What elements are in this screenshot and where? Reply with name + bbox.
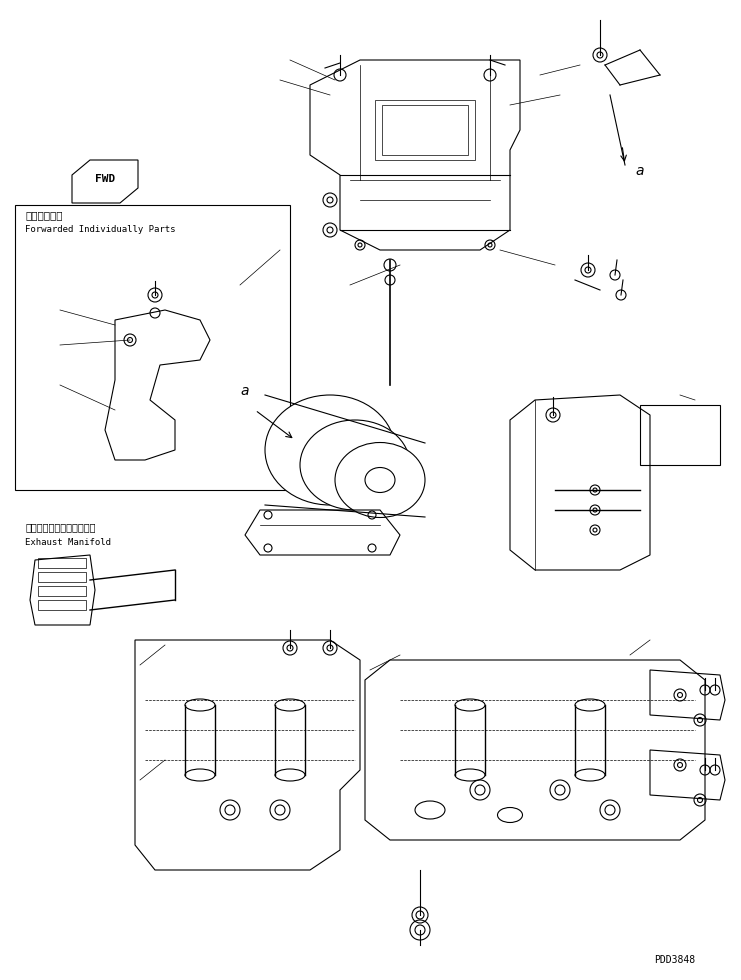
Text: a: a (240, 384, 248, 398)
Text: a: a (635, 164, 643, 178)
Bar (382, 105, 468, 155)
Text: Forwarded Individually Parts: Forwarded Individually Parts (25, 225, 176, 234)
Ellipse shape (575, 769, 605, 781)
Text: FWD: FWD (95, 174, 116, 184)
Ellipse shape (455, 769, 485, 781)
Ellipse shape (455, 699, 485, 711)
Ellipse shape (365, 467, 395, 493)
Bar (375, 100, 475, 160)
Text: 単品発送部品: 単品発送部品 (25, 210, 62, 220)
Text: エキゾーストマニホールド: エキゾーストマニホールド (25, 522, 96, 532)
Bar (15, 205, 290, 490)
Ellipse shape (265, 395, 395, 505)
Bar (38, 600, 86, 610)
Ellipse shape (275, 769, 305, 781)
Ellipse shape (335, 443, 425, 517)
Bar (38, 558, 86, 568)
Ellipse shape (185, 699, 215, 711)
Bar (640, 405, 720, 465)
Text: PDD3848: PDD3848 (654, 955, 695, 965)
Ellipse shape (275, 699, 305, 711)
Bar (38, 572, 86, 582)
Text: Exhaust Manifold: Exhaust Manifold (25, 538, 111, 547)
Ellipse shape (497, 808, 522, 822)
Ellipse shape (415, 801, 445, 819)
Ellipse shape (185, 769, 215, 781)
Bar (38, 586, 86, 596)
Ellipse shape (300, 420, 410, 510)
Ellipse shape (575, 699, 605, 711)
